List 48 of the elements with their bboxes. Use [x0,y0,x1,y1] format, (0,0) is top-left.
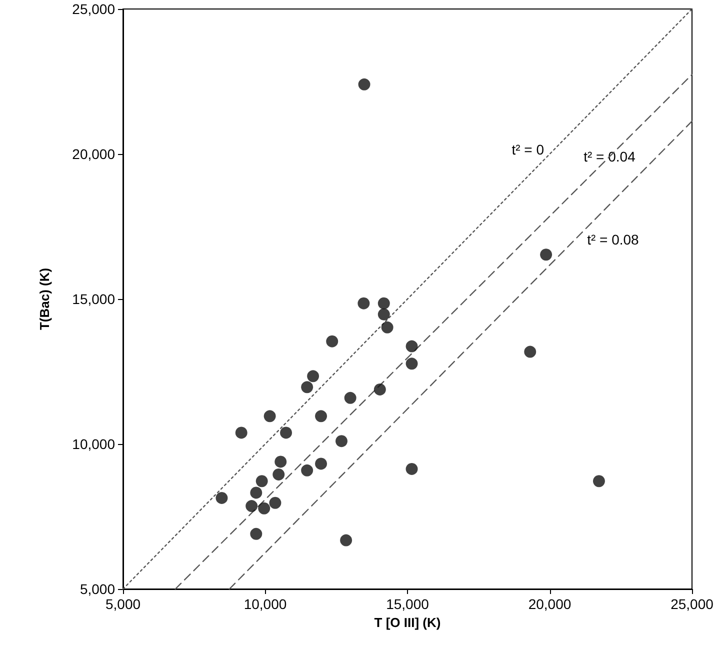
point [592,475,605,488]
point [250,486,262,499]
y-tick-label: 15,000 [72,291,116,307]
point [258,502,270,514]
point [406,462,418,475]
annotation: t² = 0.08 [587,232,640,248]
point [315,410,328,422]
point [235,426,248,439]
point [358,78,370,90]
point [358,297,370,310]
point [307,370,320,382]
point [250,528,262,540]
point [336,435,348,448]
x-tick-label: 10,000 [244,596,287,612]
x-tick-label: 15,000 [386,596,430,612]
point [315,458,328,470]
point [406,358,418,370]
point [378,297,390,310]
x-tick-label: 25,000 [670,596,714,612]
point [256,475,268,488]
point [246,500,258,512]
point [272,468,285,480]
x-tick-label: 5,000 [105,596,141,612]
x-tick-label: 20,000 [528,596,572,612]
point [280,426,292,439]
point [374,383,386,396]
point [301,381,314,394]
point [381,321,394,334]
point [378,308,390,320]
point [406,340,418,352]
point [301,464,314,476]
annotation: t² = 0.04 [584,148,636,165]
point [216,492,228,504]
point [344,392,356,404]
point [264,410,276,422]
x-axis-title: T [O III] (K) [374,614,441,630]
y-tick-label: 25,000 [72,1,116,17]
point [326,335,338,348]
point [524,346,536,358]
y-tick-label: 5,000 [80,581,116,597]
point [274,456,287,468]
point [269,496,282,509]
annotation: t² = 0 [512,142,544,158]
point [540,248,552,261]
y-tick-label: 20,000 [72,146,116,162]
y-tick-label: 10,000 [72,436,116,452]
point [340,534,352,546]
y-axis-title: T(Bac) (K) [37,268,52,330]
